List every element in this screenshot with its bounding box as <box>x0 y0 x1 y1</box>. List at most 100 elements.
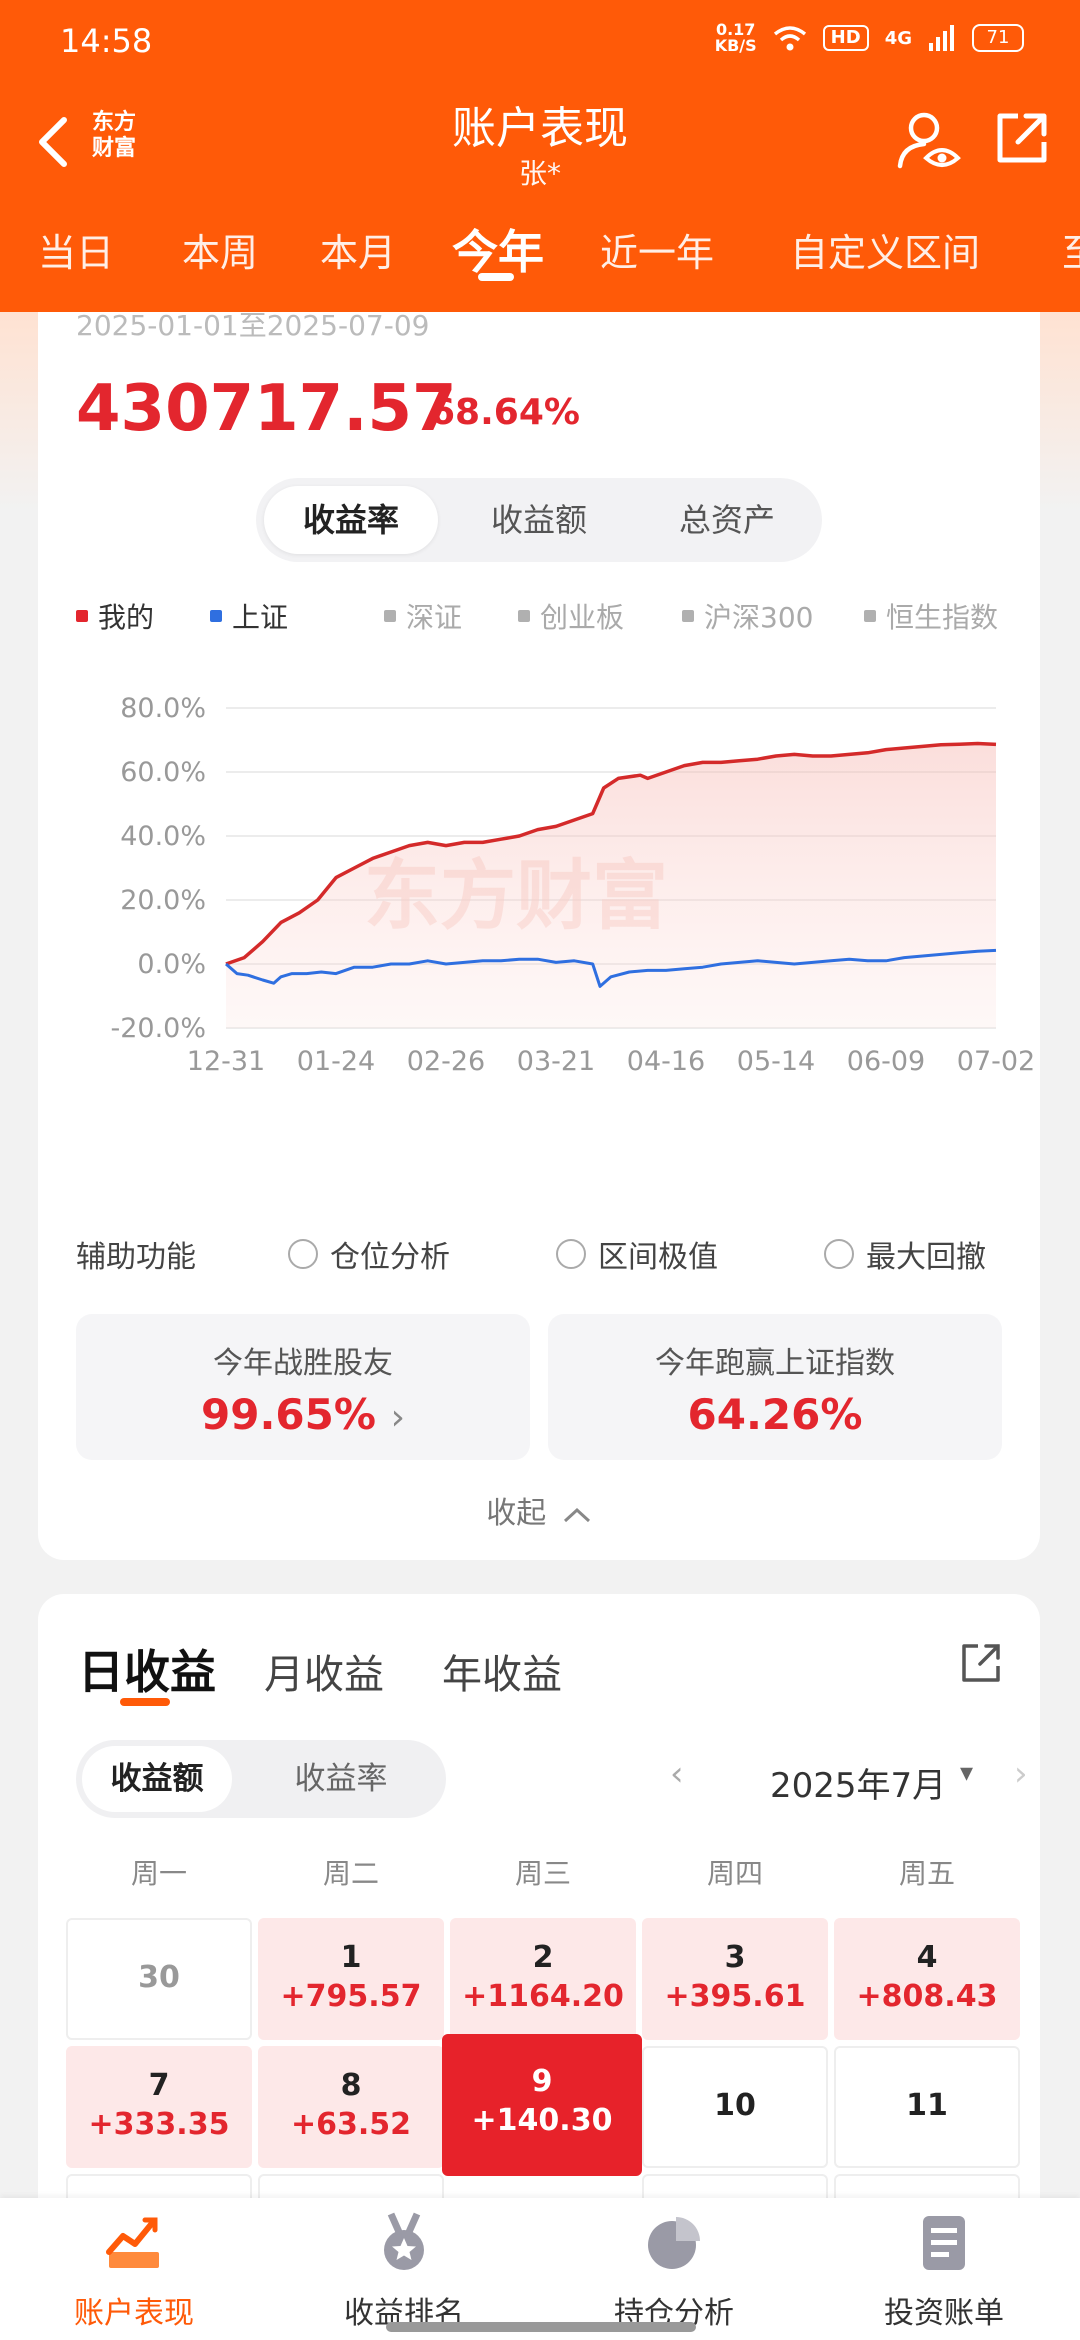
export-icon[interactable] <box>960 1640 1004 1684</box>
legend-shenzhen[interactable]: 深证 <box>384 596 462 636</box>
nav-account-performance[interactable]: 账户表现 <box>34 2212 234 2332</box>
share-icon[interactable] <box>992 108 1052 168</box>
metric-total-assets[interactable]: 总资产 <box>678 501 775 539</box>
calendar-day-jun-30[interactable]: 30 <box>66 1918 252 2040</box>
legend-mine-label: 我的 <box>98 601 155 634</box>
legend-hang-seng-label: 恒生指数 <box>886 601 999 634</box>
month-label[interactable]: 2025年7月 <box>770 1766 947 1806</box>
calendar-day-1[interactable]: 1 +795.57 <box>258 1918 444 2040</box>
weekday-header: 周一 周二 周三 周四 周五 <box>66 1852 1046 1892</box>
page-title: 账户表现 <box>452 103 628 154</box>
back-arrow-icon[interactable] <box>30 112 80 172</box>
month-selector: ‹ 2025年7月 ▾ › <box>670 1754 1030 1810</box>
stat-beat-peers[interactable]: 今年战胜股友 99.65% › <box>76 1314 530 1460</box>
day-number: 2 <box>532 1940 554 1975</box>
legend-csi300-swatch <box>682 610 694 622</box>
legend-mine-swatch <box>76 610 88 622</box>
nav-label: 账户表现 <box>74 2296 194 2331</box>
network-type: 4G <box>884 27 912 49</box>
legend-shenzhen-swatch <box>384 610 396 622</box>
network-speed-value: 0.17 <box>715 20 756 39</box>
chevron-left-icon[interactable]: ‹ <box>670 1754 684 1794</box>
weekday-tue: 周二 <box>322 1857 379 1890</box>
tab-this-week[interactable]: 本周 <box>182 231 259 275</box>
calendar-day-3[interactable]: 3 +395.61 <box>642 1918 828 2040</box>
calendar-day-2[interactable]: 2 +1164.20 <box>450 1918 636 2040</box>
nav-holdings-analysis[interactable]: 持仓分析 <box>574 2212 774 2332</box>
calendar-day-11[interactable]: 11 <box>834 2046 1020 2168</box>
aux-max-drawdown[interactable]: 最大回撤 <box>824 1232 986 1276</box>
weekday-wed: 周三 <box>514 1857 571 1890</box>
nav-label: 投资账单 <box>884 2296 1004 2331</box>
stat-beat-peers-number: 99.65% <box>201 1390 376 1439</box>
legend-shanghai[interactable]: 上证 <box>210 596 288 636</box>
tab-this-year[interactable]: 今年 <box>452 225 544 279</box>
status-bar: 14:58 0.17 KB/S HD 4G 71 <box>0 0 1080 80</box>
stat-beat-peers-label: 今年战胜股友 <box>213 1346 393 1381</box>
calendar-day-10[interactable]: 10 <box>642 2046 828 2168</box>
legend-hang-seng-swatch <box>864 610 876 622</box>
signal-icon <box>929 25 954 51</box>
x-tick-label: 06-09 <box>847 1046 925 1077</box>
tab-daily-profit[interactable]: 日收益 <box>78 1645 216 1699</box>
dropdown-caret-icon[interactable]: ▾ <box>960 1758 974 1788</box>
y-tick-label: -20.0% <box>110 1013 206 1044</box>
y-tick-label: 0.0% <box>137 949 206 980</box>
tab-today[interactable]: 当日 <box>38 231 115 275</box>
tab-custom-range[interactable]: 自定义区间 <box>790 231 981 275</box>
aux-functions: 辅助功能 仓位分析 区间极值 最大回撤 <box>76 1232 1036 1282</box>
series-area-我的 <box>226 743 996 1028</box>
tab-more[interactable]: 至 <box>1062 222 1080 277</box>
day-profit: +395.61 <box>664 1979 806 2014</box>
profit-amount: 430717.57 <box>76 372 457 446</box>
day-profit: +1164.20 <box>462 1979 624 2014</box>
y-tick-label: 80.0% <box>120 693 206 724</box>
aux-position-analysis-label: 仓位分析 <box>330 1240 450 1275</box>
tab-yearly-profit[interactable]: 年收益 <box>442 1652 562 1698</box>
legend-csi300[interactable]: 沪深300 <box>682 596 813 636</box>
tab-monthly-profit[interactable]: 月收益 <box>264 1652 384 1698</box>
aux-range-extremes[interactable]: 区间极值 <box>556 1232 718 1276</box>
network-speed-unit: KB/S <box>714 36 757 55</box>
legend-hang-seng[interactable]: 恒生指数 <box>864 596 998 636</box>
calendar-day-8[interactable]: 8 +63.52 <box>258 2046 444 2168</box>
chevron-right-icon[interactable]: › <box>1014 1754 1028 1794</box>
nav-investment-bill[interactable]: 投资账单 <box>844 2212 1044 2332</box>
hide-amount-icon[interactable] <box>896 108 962 174</box>
stat-beat-index-label: 今年跑赢上证指数 <box>655 1346 895 1381</box>
tab-this-month[interactable]: 本月 <box>320 231 397 275</box>
collapse-button[interactable]: 收起 <box>38 1488 1040 1532</box>
day-number: 1 <box>340 1940 362 1975</box>
date-range: 2025-01-01至2025-07-09 <box>76 309 430 342</box>
x-tick-label: 02-26 <box>407 1046 485 1077</box>
nav-profit-ranking[interactable]: 收益排名 <box>304 2212 504 2332</box>
calendar-day-9-today[interactable]: 9 +140.30 <box>442 2034 642 2176</box>
battery-level: 71 <box>972 24 1024 52</box>
profit-metric-amount[interactable]: 收益额 <box>82 1746 232 1812</box>
day-number: 11 <box>906 2088 948 2123</box>
return-chart: 80.0% 60.0% 40.0% 20.0% 0.0% -20.0%12-31 01-24… <box>110 693 1035 1077</box>
calendar-day-4[interactable]: 4 +808.43 <box>834 1918 1020 2040</box>
legend-shenzhen-label: 深证 <box>406 601 463 634</box>
calendar-day-7[interactable]: 7 +333.35 <box>66 2046 252 2168</box>
x-tick-label: 01-24 <box>297 1046 375 1077</box>
chart-legend: 我的 上证 深证 创业板 沪深300 恒生指数 <box>76 596 1016 646</box>
day-number: 10 <box>714 2088 756 2123</box>
legend-mine[interactable]: 我的 <box>76 596 154 636</box>
metric-profit-amount[interactable]: 收益额 <box>490 501 587 539</box>
metric-return-rate[interactable]: 收益率 <box>264 486 438 554</box>
day-number: 30 <box>138 1960 180 1995</box>
legend-chinext[interactable]: 创业板 <box>518 596 624 636</box>
brand-logo: 东方财富 <box>91 110 136 161</box>
aux-position-analysis[interactable]: 仓位分析 <box>288 1232 450 1276</box>
profit-metric-rate[interactable]: 收益率 <box>294 1761 388 1797</box>
series-line-我的 <box>225 741 997 966</box>
day-profit: +63.52 <box>290 2107 412 2142</box>
x-tick-label: 07-02 <box>957 1046 1035 1077</box>
active-tab-indicator <box>478 273 514 281</box>
aux-label: 辅助功能 <box>76 1240 196 1275</box>
profit-metric-toggle: 收益额 收益率 <box>76 1740 446 1818</box>
weekday-thu: 周四 <box>706 1857 763 1890</box>
tab-last-year[interactable]: 近一年 <box>600 231 715 275</box>
collapse-label: 收起 <box>486 1496 547 1531</box>
